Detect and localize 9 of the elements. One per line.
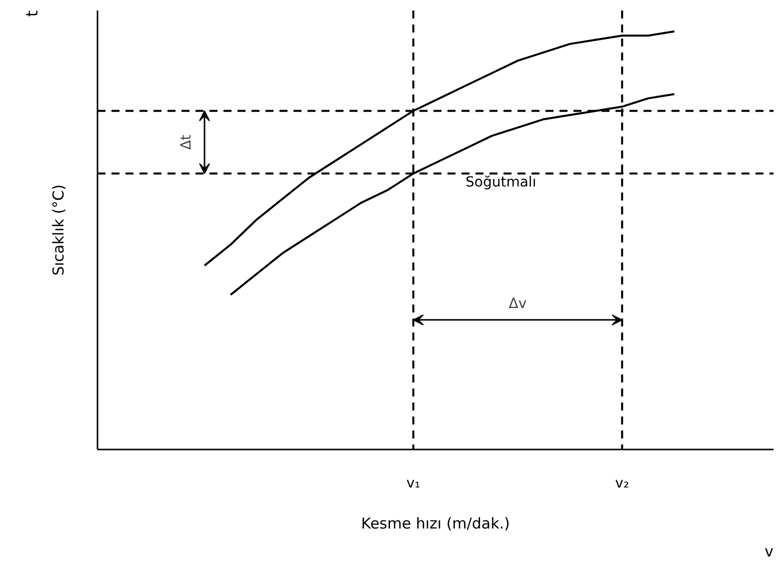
series-label: Soğutmalı — [466, 174, 536, 190]
x-axis-title: Kesme hızı (m/dak.) — [361, 514, 510, 532]
text: t — [22, 10, 42, 17]
annotation: Δt — [178, 134, 195, 150]
x-tick-label: v₁ — [406, 476, 420, 492]
annotation: Δv — [508, 296, 527, 312]
y-axis-title: Sıcaklık (°C) — [50, 184, 68, 276]
x-tick-label: v₂ — [615, 476, 630, 492]
text: v — [764, 542, 774, 560]
